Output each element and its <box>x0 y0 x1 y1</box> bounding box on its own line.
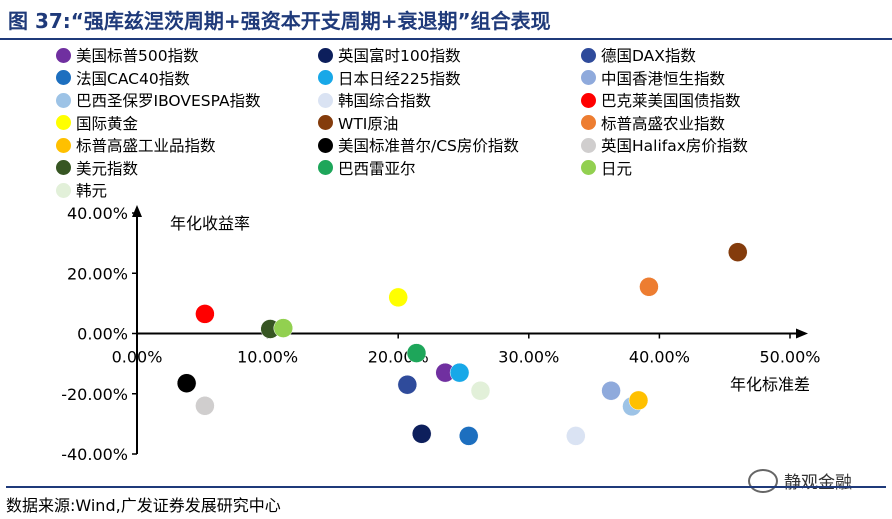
legend-marker <box>56 92 71 108</box>
data-point <box>176 373 197 393</box>
legend-marker <box>581 47 596 63</box>
legend-label: 美国标普500指数 <box>76 47 199 65</box>
legend-label: 韩元 <box>76 182 108 200</box>
legend-label: 英国Halifax房价指数 <box>601 137 748 155</box>
legend-label: 美国标准普尔/CS房价指数 <box>338 137 519 155</box>
data-point <box>195 396 215 416</box>
legend-item: 标普高盛农业指数 <box>581 112 725 134</box>
legend-marker <box>581 160 596 175</box>
source-bar: 数据来源:Wind,广发证券发展研究中心 <box>6 486 886 518</box>
legend-label: 巴西雷亚尔 <box>338 159 416 178</box>
legend-item: 法国CAC40指数 <box>56 67 190 89</box>
legend-marker <box>318 47 333 63</box>
legend-marker <box>56 160 71 175</box>
x-tick-label: 50.00% <box>759 348 820 367</box>
figure-title: 图 37:“强库兹涅茨周期+强资本开支周期+衰退期”组合表现 <box>8 9 551 33</box>
y-tick-label: 0.00% <box>77 325 128 344</box>
data-point <box>273 318 294 338</box>
legend-marker <box>318 92 333 108</box>
legend-item: 中国香港恒生指数 <box>581 67 725 89</box>
x-tick-label: 10.00% <box>237 348 298 367</box>
legend-item: 英国富时100指数 <box>318 44 461 66</box>
legend-item: 德国DAX指数 <box>581 44 696 66</box>
legend-item: WTI原油 <box>318 112 398 134</box>
data-point <box>601 380 621 401</box>
legend-item: 日元 <box>581 157 632 179</box>
legend-label: 巴克莱美国国债指数 <box>601 92 741 110</box>
legend-label: 美元指数 <box>76 159 139 178</box>
y-axis-arrow <box>132 205 142 217</box>
legend-item: 国际黄金 <box>56 112 138 134</box>
y-axis-title: 年化收益率 <box>170 214 250 233</box>
legend-marker <box>581 137 596 153</box>
legend-marker <box>56 70 71 85</box>
y-tick-label: -40.00% <box>61 445 128 464</box>
legend-label: 英国富时100指数 <box>338 47 461 65</box>
x-tick-label: 30.00% <box>498 348 559 367</box>
data-point <box>411 424 432 444</box>
legend-item: 美元指数 <box>56 157 138 179</box>
x-axis-title: 年化标准差 <box>730 375 810 394</box>
x-axis-arrow <box>796 328 808 339</box>
legend-marker <box>581 70 596 85</box>
legend-item: 韩国综合指数 <box>318 89 431 111</box>
data-point <box>388 287 408 308</box>
legend-marker <box>318 115 333 130</box>
legend-item: 巴西雷亚尔 <box>318 157 416 179</box>
legend-label: 标普高盛工业品指数 <box>76 137 216 155</box>
legend-item: 标普高盛工业品指数 <box>56 134 216 156</box>
legend-item: 美国标普500指数 <box>56 44 199 66</box>
legend-item: 韩元 <box>56 179 107 201</box>
data-point <box>639 277 659 297</box>
legend-marker <box>318 70 333 85</box>
watermark-text: 静观金融 <box>784 473 852 493</box>
legend-marker <box>56 137 71 153</box>
legend-marker <box>56 47 71 63</box>
data-point <box>397 374 418 395</box>
chart-legend: 美国标普500指数 英国富时100指数 德国DAX指数法国CAC40指数 日本日经22… <box>56 44 856 204</box>
legend-label: 日元 <box>601 159 633 178</box>
title-bar: 图 37:“强库兹涅茨周期+强资本开支周期+衰退期”组合表现 <box>0 0 892 40</box>
data-point <box>728 242 748 262</box>
x-tick-label: 0.00% <box>112 348 163 367</box>
legend-item: 巴克莱美国国债指数 <box>581 89 741 111</box>
watermark: 静观金融 <box>748 468 852 493</box>
legend-label: WTI原油 <box>338 114 399 133</box>
x-tick-label: 40.00% <box>629 348 690 367</box>
legend-marker <box>581 92 596 108</box>
legend-label: 巴西圣保罗IBOVESPA指数 <box>76 92 261 110</box>
legend-label: 法国CAC40指数 <box>76 69 190 88</box>
legend-marker <box>318 137 333 153</box>
data-point <box>470 380 491 401</box>
source-note: 数据来源:Wind,广发证券发展研究中心 <box>6 496 281 515</box>
wechat-icon <box>748 468 778 493</box>
legend-marker <box>318 160 333 175</box>
data-point <box>458 426 479 446</box>
legend-label: 韩国综合指数 <box>338 92 432 110</box>
legend-label: 德国DAX指数 <box>601 47 696 65</box>
legend-item: 美国标准普尔/CS房价指数 <box>318 134 519 156</box>
y-tick-label: -20.00% <box>61 385 128 404</box>
legend-marker <box>56 115 71 130</box>
data-point <box>628 390 649 411</box>
legend-item: 英国Halifax房价指数 <box>581 134 748 156</box>
legend-label: 标普高盛农业指数 <box>601 114 726 133</box>
legend-marker <box>581 115 596 130</box>
legend-marker <box>56 182 71 198</box>
legend-item: 日本日经225指数 <box>318 67 461 89</box>
data-point <box>566 426 586 446</box>
y-tick-label: 20.00% <box>67 264 128 283</box>
y-tick-label: 40.00% <box>67 204 128 223</box>
legend-item: 巴西圣保罗IBOVESPA指数 <box>56 89 261 111</box>
legend-label: 日本日经225指数 <box>338 69 461 88</box>
data-point <box>449 362 470 383</box>
data-point <box>195 304 215 324</box>
legend-label: 国际黄金 <box>76 114 139 133</box>
legend-label: 中国香港恒生指数 <box>601 69 726 88</box>
data-point <box>406 343 427 363</box>
